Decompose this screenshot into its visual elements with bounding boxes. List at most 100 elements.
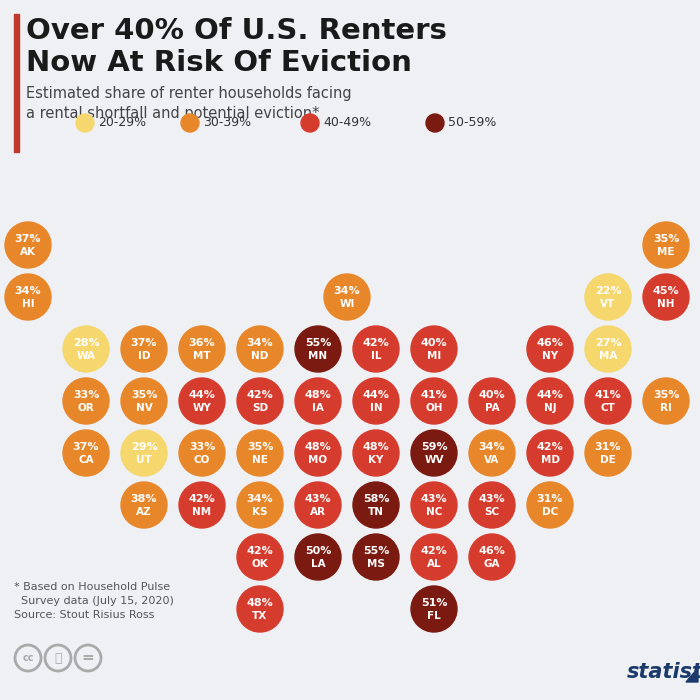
Text: 50%: 50% <box>304 546 331 556</box>
Text: CT: CT <box>601 403 615 413</box>
Text: MN: MN <box>309 351 328 361</box>
Text: 55%: 55% <box>304 338 331 348</box>
Text: 44%: 44% <box>363 390 389 400</box>
Circle shape <box>353 534 399 580</box>
Circle shape <box>643 378 689 424</box>
Text: KS: KS <box>252 507 267 517</box>
Text: 42%: 42% <box>537 442 564 452</box>
Text: AZ: AZ <box>136 507 152 517</box>
Circle shape <box>295 326 341 372</box>
Text: MD: MD <box>540 455 559 465</box>
Text: TX: TX <box>253 611 267 621</box>
Text: ME: ME <box>657 247 675 257</box>
Circle shape <box>324 274 370 320</box>
Text: VA: VA <box>484 455 500 465</box>
Text: HI: HI <box>22 299 34 309</box>
Polygon shape <box>686 668 698 682</box>
Text: DE: DE <box>600 455 616 465</box>
Text: 20-29%: 20-29% <box>98 116 146 130</box>
Circle shape <box>585 430 631 476</box>
Circle shape <box>121 326 167 372</box>
Text: AR: AR <box>310 507 326 517</box>
Text: 36%: 36% <box>189 338 216 348</box>
Circle shape <box>237 378 283 424</box>
Text: 34%: 34% <box>246 338 273 348</box>
Text: CO: CO <box>194 455 210 465</box>
Text: OH: OH <box>426 403 442 413</box>
Text: 55%: 55% <box>363 546 389 556</box>
Text: 51%: 51% <box>421 598 447 608</box>
Circle shape <box>411 326 457 372</box>
Text: 31%: 31% <box>595 442 622 452</box>
Text: 46%: 46% <box>537 338 564 348</box>
Text: 48%: 48% <box>246 598 274 608</box>
Text: 43%: 43% <box>421 494 447 504</box>
Text: IL: IL <box>371 351 382 361</box>
Text: 37%: 37% <box>131 338 158 348</box>
Text: =: = <box>82 650 94 666</box>
Text: UT: UT <box>136 455 152 465</box>
Circle shape <box>585 326 631 372</box>
Circle shape <box>295 482 341 528</box>
Circle shape <box>63 378 109 424</box>
Text: 46%: 46% <box>479 546 505 556</box>
Circle shape <box>469 430 515 476</box>
Text: WV: WV <box>424 455 444 465</box>
Circle shape <box>5 222 51 268</box>
Text: NV: NV <box>136 403 153 413</box>
Text: 29%: 29% <box>131 442 158 452</box>
Circle shape <box>237 534 283 580</box>
Text: MS: MS <box>367 559 385 569</box>
Circle shape <box>426 114 444 132</box>
Text: statista: statista <box>627 662 700 682</box>
Text: CA: CA <box>78 455 94 465</box>
Text: MT: MT <box>193 351 211 361</box>
Text: 27%: 27% <box>595 338 622 348</box>
Text: SD: SD <box>252 403 268 413</box>
Text: SC: SC <box>484 507 500 517</box>
Circle shape <box>527 378 573 424</box>
Circle shape <box>295 534 341 580</box>
Circle shape <box>411 482 457 528</box>
Text: OK: OK <box>251 559 268 569</box>
Text: 58%: 58% <box>363 494 389 504</box>
Circle shape <box>585 274 631 320</box>
Text: 43%: 43% <box>304 494 331 504</box>
Circle shape <box>179 378 225 424</box>
Circle shape <box>63 326 109 372</box>
Circle shape <box>295 378 341 424</box>
Circle shape <box>295 430 341 476</box>
Circle shape <box>121 378 167 424</box>
Text: DC: DC <box>542 507 558 517</box>
Text: 34%: 34% <box>334 286 360 296</box>
Text: 48%: 48% <box>304 390 331 400</box>
Text: 37%: 37% <box>15 234 41 244</box>
Circle shape <box>237 326 283 372</box>
Text: PA: PA <box>484 403 499 413</box>
Text: 40-49%: 40-49% <box>323 116 371 130</box>
Text: ND: ND <box>251 351 269 361</box>
Circle shape <box>527 430 573 476</box>
Circle shape <box>353 482 399 528</box>
Text: 35%: 35% <box>131 390 158 400</box>
Text: 35%: 35% <box>653 234 679 244</box>
Circle shape <box>179 482 225 528</box>
Text: 30-39%: 30-39% <box>203 116 251 130</box>
Text: 33%: 33% <box>73 390 99 400</box>
Text: 42%: 42% <box>246 546 274 556</box>
Circle shape <box>76 114 94 132</box>
Text: GA: GA <box>484 559 500 569</box>
Circle shape <box>411 378 457 424</box>
Text: 35%: 35% <box>247 442 273 452</box>
Text: 40%: 40% <box>421 338 447 348</box>
Text: NH: NH <box>657 299 675 309</box>
Text: 👤: 👤 <box>55 652 62 664</box>
Text: 33%: 33% <box>189 442 215 452</box>
Text: 44%: 44% <box>188 390 216 400</box>
Circle shape <box>237 586 283 632</box>
Circle shape <box>643 222 689 268</box>
Text: 41%: 41% <box>421 390 447 400</box>
Text: 34%: 34% <box>15 286 41 296</box>
Text: ID: ID <box>138 351 150 361</box>
Text: 48%: 48% <box>304 442 331 452</box>
